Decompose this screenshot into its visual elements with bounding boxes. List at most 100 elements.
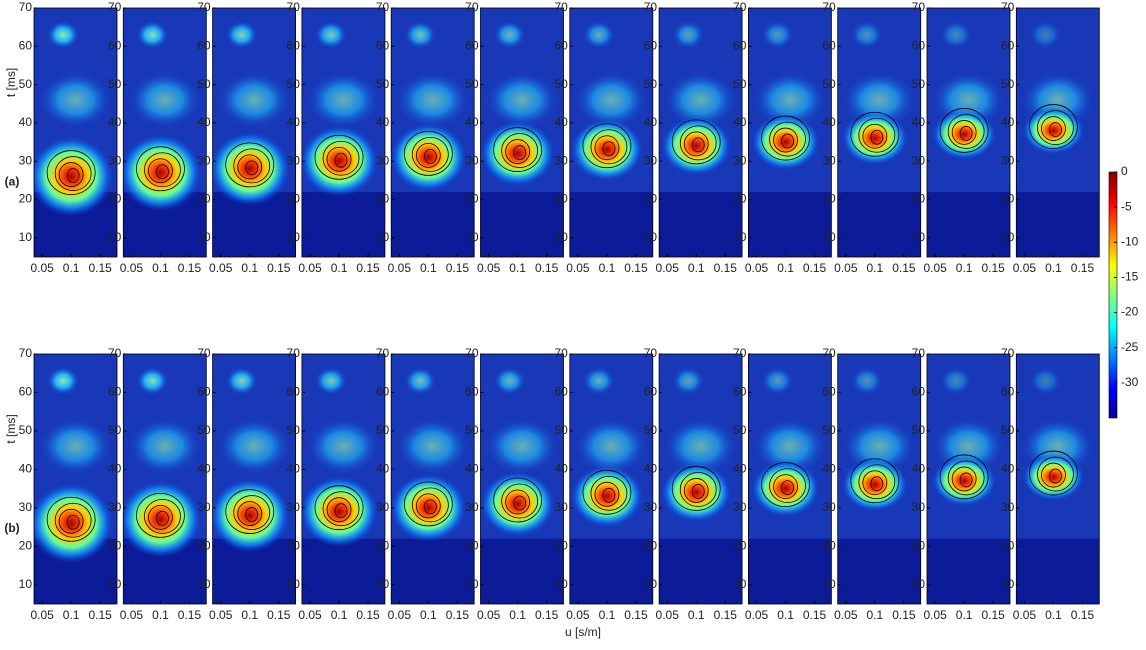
y-tick-label: 20 bbox=[912, 192, 926, 206]
low-band bbox=[1016, 538, 1100, 604]
contour bbox=[590, 475, 628, 511]
y-tick-label: 60 bbox=[287, 38, 301, 52]
x-tick-label: 0.15 bbox=[178, 608, 202, 622]
x-tick-label: 0.1 bbox=[688, 608, 705, 622]
contour bbox=[951, 466, 977, 492]
contour bbox=[1037, 456, 1074, 492]
y-tick-label: 60 bbox=[465, 385, 479, 399]
y-tick-label: 70 bbox=[644, 346, 658, 360]
contour bbox=[769, 468, 806, 504]
y-tick-label: 10 bbox=[376, 577, 390, 591]
contour bbox=[501, 133, 539, 168]
x-tick-label: 0.1 bbox=[509, 608, 526, 622]
y-tick-label: 30 bbox=[376, 153, 390, 167]
panel-frame bbox=[212, 353, 297, 605]
x-tick-label: 0.05 bbox=[388, 608, 412, 622]
contour bbox=[862, 123, 888, 149]
y-tick-label: 50 bbox=[287, 77, 301, 91]
contour bbox=[505, 139, 531, 164]
x-tick-label: 0.15 bbox=[446, 608, 470, 622]
contour bbox=[862, 470, 888, 496]
y-tick-label: 70 bbox=[822, 346, 836, 360]
panel-content bbox=[212, 20, 296, 257]
panel-frame bbox=[301, 7, 386, 258]
low-band bbox=[569, 191, 653, 257]
y-tick-label: 10 bbox=[108, 577, 122, 591]
y-tick-label: 20 bbox=[197, 538, 211, 552]
mid-blob bbox=[396, 418, 469, 475]
y-tick-label: 60 bbox=[644, 38, 658, 52]
contour bbox=[773, 474, 798, 500]
mid-blob bbox=[575, 418, 648, 475]
panel-content bbox=[301, 366, 385, 604]
mid-blob bbox=[486, 71, 558, 128]
heat-peak bbox=[841, 458, 908, 512]
mid-blob bbox=[396, 71, 469, 128]
panel-frame bbox=[837, 353, 922, 605]
upper-blob bbox=[47, 20, 80, 49]
mid-blob bbox=[218, 418, 291, 475]
x-tick-label: 0.1 bbox=[63, 261, 80, 275]
x-tick-label: 0.05 bbox=[1013, 261, 1037, 275]
y-tick-label: 60 bbox=[19, 38, 33, 52]
x-tick-label: 0.15 bbox=[803, 261, 827, 275]
y-tick-label: 10 bbox=[1001, 230, 1015, 244]
colorbar-tick-label: -5 bbox=[1121, 199, 1132, 213]
y-tick-label: 60 bbox=[376, 38, 390, 52]
panel: 10 20 30 40 50 60 70 0.05 0.1 0.15 bbox=[376, 0, 475, 275]
mid-blob bbox=[664, 71, 737, 128]
colorbar bbox=[1108, 171, 1118, 419]
upper-blob bbox=[672, 20, 705, 49]
contour bbox=[322, 491, 360, 527]
y-tick-label: 50 bbox=[644, 423, 658, 437]
panel-frame bbox=[926, 353, 1011, 605]
x-tick-label: 0.15 bbox=[624, 608, 648, 622]
y-tick-label: 30 bbox=[912, 500, 926, 514]
y-tick-label: 40 bbox=[554, 115, 568, 129]
contour bbox=[493, 127, 543, 172]
low-band bbox=[391, 191, 475, 257]
mid-blob bbox=[664, 418, 737, 475]
contour bbox=[314, 134, 364, 180]
y-tick-label: 70 bbox=[554, 0, 568, 14]
panel: 10 20 30 40 50 60 70 0.05 0.1 0.15 bbox=[1001, 346, 1100, 622]
y-tick-label: 50 bbox=[912, 77, 926, 91]
low-band bbox=[748, 538, 832, 604]
y-tick-label: 50 bbox=[19, 77, 33, 91]
y-tick-label: 60 bbox=[554, 385, 568, 399]
y-tick-label: 10 bbox=[287, 230, 301, 244]
low-band bbox=[748, 191, 832, 257]
y-tick-label: 20 bbox=[554, 192, 568, 206]
y-tick-label: 70 bbox=[197, 0, 211, 14]
contour bbox=[54, 156, 92, 191]
y-tick-label: 40 bbox=[287, 462, 301, 476]
y-tick-label: 70 bbox=[1001, 0, 1015, 14]
panel-frame bbox=[212, 7, 297, 258]
y-tick-label: 30 bbox=[197, 153, 211, 167]
x-tick-label: 0.15 bbox=[446, 261, 470, 275]
y-tick-label: 30 bbox=[822, 153, 836, 167]
panel-frame bbox=[569, 353, 654, 605]
x-tick-label: 0.1 bbox=[777, 261, 794, 275]
panel-content bbox=[1016, 20, 1100, 257]
y-tick-label: 50 bbox=[197, 77, 211, 91]
x-tick-label: 0.1 bbox=[241, 261, 258, 275]
contour bbox=[858, 117, 896, 153]
panel: 10 20 30 40 50 60 70 0.05 0.1 0.15 bbox=[108, 0, 207, 275]
x-tick-label: 0.05 bbox=[656, 261, 680, 275]
colorbar-tick-label: -15 bbox=[1121, 270, 1139, 284]
contour bbox=[671, 119, 721, 165]
upper-blob bbox=[850, 366, 883, 395]
contour bbox=[939, 108, 989, 153]
y-tick-label: 20 bbox=[554, 538, 568, 552]
panel: 10 20 30 40 50 60 70 0.05 0.1 0.15 bbox=[554, 346, 654, 622]
contour bbox=[493, 477, 543, 523]
panel-frame bbox=[301, 353, 386, 605]
panel-content bbox=[391, 20, 475, 257]
y-tick-label: 50 bbox=[108, 77, 122, 91]
y-tick-label: 70 bbox=[733, 346, 747, 360]
y-tick-label: 10 bbox=[197, 230, 211, 244]
upper-blob bbox=[493, 20, 526, 49]
contour bbox=[148, 504, 173, 530]
y-tick-label: 50 bbox=[644, 77, 658, 91]
